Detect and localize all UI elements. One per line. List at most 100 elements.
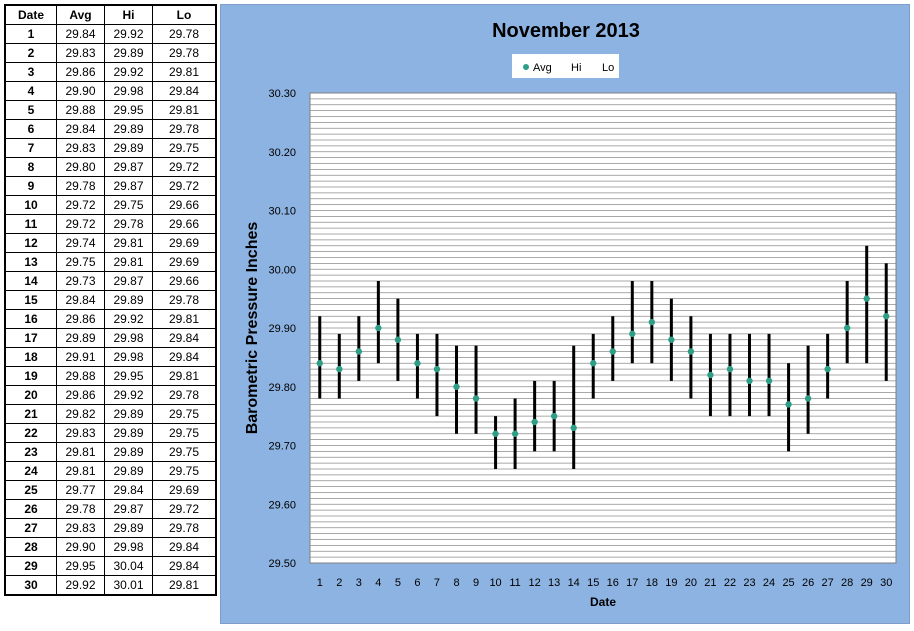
cell-date: 26 (4, 499, 57, 519)
cell-lo: 29.78 (152, 518, 217, 538)
avg-marker (765, 377, 773, 385)
cell-date: 12 (4, 233, 57, 253)
cell-date: 10 (4, 195, 57, 215)
cell-date: 3 (4, 62, 57, 82)
cell-hi: 29.89 (104, 138, 153, 158)
cell-lo: 29.84 (152, 81, 217, 101)
cell-avg: 29.88 (56, 366, 105, 386)
legend-avg-marker (523, 64, 529, 70)
cell-date: 4 (4, 81, 57, 101)
table-row: 26 29.78 29.87 29.72 (4, 499, 217, 519)
avg-marker (531, 418, 538, 426)
x-tick-label: 25 (782, 577, 794, 589)
cell-hi: 29.98 (104, 537, 153, 557)
cell-date: 16 (4, 309, 57, 329)
table-row: 1 29.84 29.92 29.78 (4, 24, 217, 44)
cell-date: 25 (4, 480, 57, 500)
cell-hi: 29.89 (104, 119, 153, 139)
chart-title: November 2013 (492, 20, 640, 42)
cell-hi: 29.95 (104, 366, 153, 386)
table-row: 18 29.91 29.98 29.84 (4, 347, 217, 367)
avg-marker (472, 395, 480, 402)
avg-marker (609, 348, 616, 355)
table-row: 30 29.92 30.01 29.81 (4, 575, 217, 596)
x-tick-label: 21 (704, 577, 716, 589)
cell-lo: 29.72 (152, 157, 217, 177)
cell-lo: 29.75 (152, 442, 217, 462)
cell-date: 24 (4, 461, 57, 481)
cell-lo: 29.81 (152, 366, 217, 386)
table-row: 7 29.83 29.89 29.75 (4, 138, 217, 158)
cell-avg: 29.90 (56, 537, 105, 557)
cell-avg: 29.74 (56, 233, 105, 253)
table-row: 23 29.81 29.89 29.75 (4, 442, 217, 462)
cell-date: 14 (4, 271, 57, 291)
cell-avg: 29.83 (56, 138, 105, 158)
cell-lo: 29.75 (152, 461, 217, 481)
avg-marker (550, 412, 558, 420)
cell-hi: 30.01 (104, 575, 153, 596)
cell-avg: 29.72 (56, 195, 105, 215)
table-row: 14 29.73 29.87 29.66 (4, 271, 217, 291)
cell-avg: 29.75 (56, 252, 105, 272)
cell-date: 19 (4, 366, 57, 386)
cell-avg: 29.88 (56, 100, 105, 120)
avg-marker (687, 348, 695, 355)
avg-marker (746, 377, 753, 385)
table-row: 16 29.86 29.92 29.81 (4, 309, 217, 329)
table-row: 2 29.83 29.89 29.78 (4, 43, 217, 63)
table-row: 6 29.84 29.89 29.78 (4, 119, 217, 139)
avg-marker (570, 424, 577, 432)
cell-hi: 29.89 (104, 442, 153, 462)
x-tick-label: 30 (880, 577, 892, 589)
cell-hi: 29.92 (104, 62, 153, 82)
avg-marker (414, 360, 421, 367)
x-tick-label: 15 (587, 577, 599, 589)
cell-avg: 29.84 (56, 24, 105, 44)
x-tick-label: 13 (548, 577, 560, 589)
cell-avg: 29.92 (56, 575, 105, 596)
cell-hi: 29.87 (104, 271, 153, 291)
cell-hi: 29.84 (104, 480, 153, 500)
legend-label-lo: Lo (602, 62, 614, 74)
cell-lo: 29.66 (152, 195, 217, 215)
cell-avg: 29.81 (56, 442, 105, 462)
cell-avg: 29.83 (56, 423, 105, 443)
x-tick-label: 5 (395, 577, 401, 589)
table-row: 9 29.78 29.87 29.72 (4, 176, 217, 196)
x-tick-label: 2 (336, 577, 342, 589)
x-tick-label: 28 (841, 577, 853, 589)
avg-marker (316, 360, 323, 367)
avg-marker (668, 336, 675, 343)
cell-avg: 29.83 (56, 43, 105, 63)
x-tick-label: 3 (356, 577, 362, 589)
avg-marker (804, 395, 812, 402)
cell-date: 21 (4, 404, 57, 424)
cell-lo: 29.78 (152, 290, 217, 310)
table-header-row: Date Avg Hi Lo (4, 4, 217, 25)
y-tick-label: 30.30 (268, 88, 296, 100)
avg-marker (648, 318, 656, 326)
avg-marker (336, 365, 343, 373)
cell-hi: 29.98 (104, 81, 153, 101)
pressure-chart: 29.50 29.60 29.70 29.80 29.90 30.00 30.10 30.20… (244, 20, 897, 609)
x-tick-label: 23 (743, 577, 755, 589)
table-row: 27 29.83 29.89 29.78 (4, 518, 217, 538)
y-tick-label: 29.90 (268, 323, 296, 335)
cell-lo: 29.66 (152, 214, 217, 234)
table-row: 10 29.72 29.75 29.66 (4, 195, 217, 215)
cell-hi: 29.92 (104, 385, 153, 405)
cell-lo: 29.78 (152, 24, 217, 44)
cell-hi: 29.87 (104, 176, 153, 196)
y-tick-label: 29.50 (268, 558, 296, 570)
cell-avg: 29.82 (56, 404, 105, 424)
cell-lo: 29.69 (152, 480, 217, 500)
cell-lo: 29.75 (152, 404, 217, 424)
table-row: 13 29.75 29.81 29.69 (4, 252, 217, 272)
x-tick-label: 10 (489, 577, 501, 589)
x-tick-label: 22 (724, 577, 736, 589)
cell-avg: 29.90 (56, 81, 105, 101)
cell-lo: 29.81 (152, 62, 217, 82)
cell-lo: 29.75 (152, 138, 217, 158)
table-row: 8 29.80 29.87 29.72 (4, 157, 217, 177)
